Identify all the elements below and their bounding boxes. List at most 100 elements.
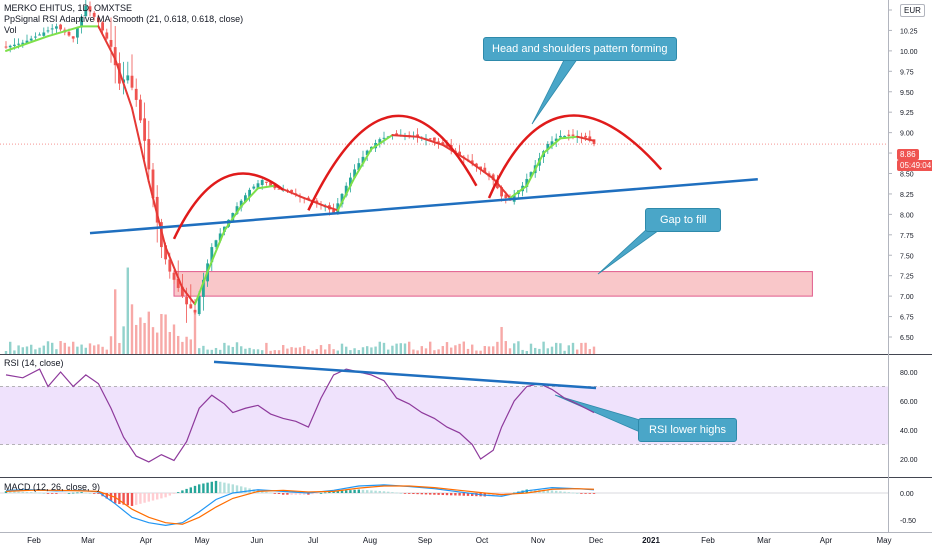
candle-body bbox=[584, 135, 587, 138]
symbol-title: MERKO EHITUS, 1D, OMXTSE bbox=[4, 3, 133, 13]
candle-body bbox=[239, 200, 243, 208]
volume-bar bbox=[538, 348, 541, 354]
candle-body bbox=[8, 45, 12, 48]
pattern-arc bbox=[172, 172, 284, 240]
volume-bar bbox=[231, 346, 234, 354]
macd-histogram-bar bbox=[223, 482, 226, 493]
macd-histogram-bar bbox=[399, 493, 402, 494]
candle-body bbox=[197, 296, 201, 315]
macd-histogram-bar bbox=[55, 493, 58, 494]
volume-bar bbox=[336, 350, 339, 354]
candle-body bbox=[105, 32, 109, 39]
candle-body bbox=[139, 99, 142, 121]
candle-body bbox=[71, 36, 75, 39]
volume-bar bbox=[114, 289, 117, 354]
macd-histogram-bar bbox=[185, 488, 188, 493]
macd-histogram-bar bbox=[227, 483, 230, 493]
macd-histogram-bar bbox=[105, 493, 108, 499]
ma-segment bbox=[240, 187, 259, 208]
last-price-text: 8.86 bbox=[900, 150, 916, 159]
macd-histogram-bar bbox=[189, 487, 192, 493]
volume-bar bbox=[550, 346, 554, 354]
macd-histogram-bar bbox=[366, 490, 369, 493]
candle-body bbox=[349, 177, 352, 187]
volume-bar bbox=[487, 346, 491, 354]
volume-bar bbox=[395, 343, 398, 354]
candle-body bbox=[189, 304, 193, 309]
candle-body bbox=[4, 46, 8, 48]
macd-histogram-bar bbox=[450, 493, 453, 496]
volume-bar bbox=[445, 342, 449, 354]
callout-gap-pointer bbox=[597, 227, 664, 275]
candle-body bbox=[529, 172, 533, 178]
macd-histogram-bar bbox=[84, 492, 87, 494]
macd-histogram-bar bbox=[67, 493, 71, 494]
volume-bar bbox=[51, 342, 54, 354]
volume-bar bbox=[206, 349, 209, 354]
volume-bar bbox=[458, 343, 461, 354]
volume-bar bbox=[496, 341, 499, 354]
macd-histogram-bar bbox=[177, 492, 180, 493]
macd-histogram-bar bbox=[25, 491, 29, 493]
rsi-tick-label: 60.00 bbox=[900, 399, 918, 406]
macd-histogram-bar bbox=[13, 491, 16, 493]
volume-bar bbox=[122, 326, 125, 354]
candle-body bbox=[38, 34, 41, 36]
month-tick-label: Mar bbox=[81, 536, 95, 545]
volume-bar bbox=[126, 267, 129, 354]
volume-bar bbox=[67, 346, 71, 354]
macd-histogram-bar bbox=[34, 492, 37, 494]
macd-histogram-bar bbox=[122, 493, 125, 505]
macd-histogram-bar bbox=[147, 493, 150, 502]
macd-histogram-bar bbox=[277, 493, 281, 495]
candle-body bbox=[265, 181, 268, 183]
volume-bar bbox=[210, 349, 213, 354]
macd-histogram-bar bbox=[370, 490, 373, 493]
ma-segment bbox=[336, 176, 356, 212]
price-tick-label: 7.00 bbox=[900, 294, 914, 301]
ma-segment bbox=[509, 184, 528, 200]
volume-bar bbox=[13, 350, 16, 354]
macd-histogram-bar bbox=[584, 493, 587, 494]
candle-body bbox=[210, 247, 214, 263]
candle-body bbox=[46, 30, 50, 32]
macd-histogram-bar bbox=[332, 491, 335, 493]
ma-segment bbox=[114, 58, 133, 110]
volume-bar bbox=[151, 327, 155, 354]
macd-histogram-bar bbox=[118, 493, 121, 505]
volume-bar bbox=[172, 324, 176, 354]
macd-histogram-bar bbox=[252, 489, 255, 493]
volume-bar bbox=[118, 342, 121, 354]
macd-histogram-bar bbox=[378, 490, 381, 493]
volume-bar bbox=[424, 348, 428, 354]
macd-histogram-bar bbox=[130, 493, 134, 506]
rsi-title: RSI (14, close) bbox=[4, 358, 64, 368]
candle-body bbox=[437, 141, 440, 143]
candle-body bbox=[248, 189, 251, 198]
candle-body bbox=[164, 245, 167, 260]
macd-histogram-bar bbox=[315, 493, 318, 494]
candle-body bbox=[143, 118, 146, 141]
macd-histogram-bar bbox=[181, 490, 184, 493]
volume-bar bbox=[109, 336, 113, 354]
candle-body bbox=[97, 17, 100, 23]
volume-bar bbox=[248, 347, 251, 354]
volume-bar bbox=[349, 350, 352, 354]
volume-bar bbox=[269, 350, 272, 354]
candle-body bbox=[588, 136, 592, 141]
macd-histogram-bar bbox=[466, 493, 470, 496]
currency-badge[interactable]: EUR bbox=[900, 4, 925, 17]
macd-histogram-bar bbox=[429, 493, 432, 495]
macd-histogram-bar bbox=[198, 484, 201, 493]
month-tick-label: Apr bbox=[820, 536, 833, 545]
volume-bar bbox=[193, 310, 197, 354]
countdown-text: 05:49:04 bbox=[900, 161, 932, 170]
volume-bar bbox=[294, 347, 297, 354]
macd-histogram-bar bbox=[93, 493, 96, 494]
volume-bar bbox=[227, 345, 230, 354]
rsi-line bbox=[5, 368, 595, 463]
volume-bar bbox=[492, 346, 495, 354]
macd-histogram-bar bbox=[576, 493, 579, 494]
macd-histogram-bar bbox=[311, 493, 314, 495]
macd-histogram-bar bbox=[357, 489, 360, 493]
